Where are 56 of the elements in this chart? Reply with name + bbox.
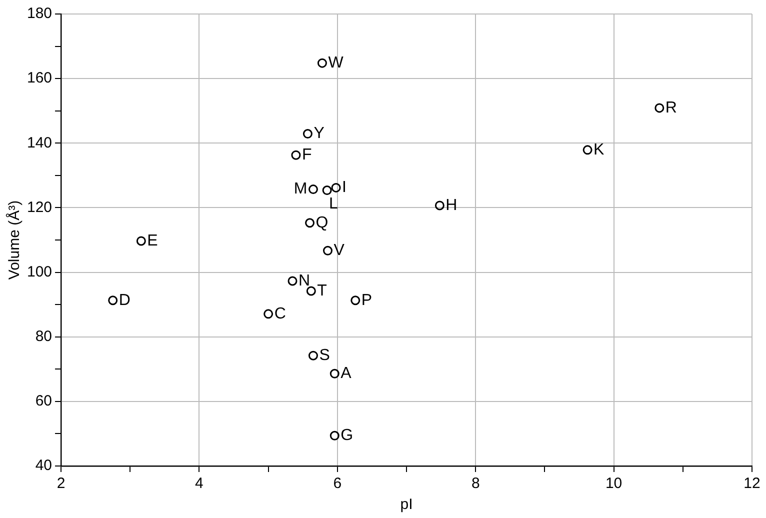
point xyxy=(264,309,274,319)
y-tick-label: 160 xyxy=(26,70,52,87)
x-tick-label: 6 xyxy=(333,475,342,492)
data-label: R xyxy=(665,99,677,116)
data-label: K xyxy=(594,141,605,158)
point xyxy=(434,200,444,210)
data-label: C xyxy=(274,305,286,322)
data-label: G xyxy=(340,427,354,444)
point xyxy=(302,129,312,139)
x-tick-label: 12 xyxy=(744,475,760,492)
data-label: Q xyxy=(316,214,328,232)
y-tick-label: 60 xyxy=(35,392,52,410)
x-tick-label: 2 xyxy=(56,475,66,492)
point xyxy=(582,145,592,155)
data-label: P xyxy=(361,292,372,309)
y-tick-label: 120 xyxy=(26,198,52,216)
data-label: N xyxy=(298,272,310,290)
point xyxy=(308,350,318,360)
data-label: Y xyxy=(314,125,325,142)
point xyxy=(331,182,341,192)
point xyxy=(136,236,146,246)
data-label: V xyxy=(334,242,345,260)
point xyxy=(317,58,327,68)
point xyxy=(288,276,298,286)
y-tick-label: 180 xyxy=(26,5,52,22)
data-label: E xyxy=(147,232,158,250)
x-tick-label: 8 xyxy=(471,475,480,492)
point xyxy=(291,150,301,160)
data-label: W xyxy=(328,54,344,72)
point xyxy=(322,246,332,256)
data-label: H xyxy=(446,196,458,214)
data-label: M xyxy=(294,180,308,198)
point xyxy=(108,296,118,306)
point xyxy=(330,368,340,378)
data-label: D xyxy=(118,292,130,309)
point xyxy=(308,184,318,194)
y-tick-label: 100 xyxy=(26,263,52,280)
y-tick-label: 40 xyxy=(35,457,52,474)
point xyxy=(654,103,664,113)
data-label: S xyxy=(319,346,330,364)
data-label: F xyxy=(302,146,312,164)
y-tick-label: 140 xyxy=(26,134,52,152)
point xyxy=(350,296,360,306)
x-tick-label: 10 xyxy=(605,475,622,492)
point xyxy=(330,430,340,440)
data-label: I xyxy=(342,179,346,196)
point xyxy=(322,186,332,196)
point xyxy=(305,218,315,228)
data-label: L xyxy=(329,196,338,213)
data-label: T xyxy=(317,282,328,300)
x-tick-label: 4 xyxy=(195,475,204,492)
x-axis-title: pI xyxy=(400,496,413,514)
data-label: A xyxy=(340,365,352,382)
y-axis-title: Volume (Å³) xyxy=(5,200,24,280)
y-tick-label: 80 xyxy=(35,328,52,345)
point xyxy=(306,286,316,296)
